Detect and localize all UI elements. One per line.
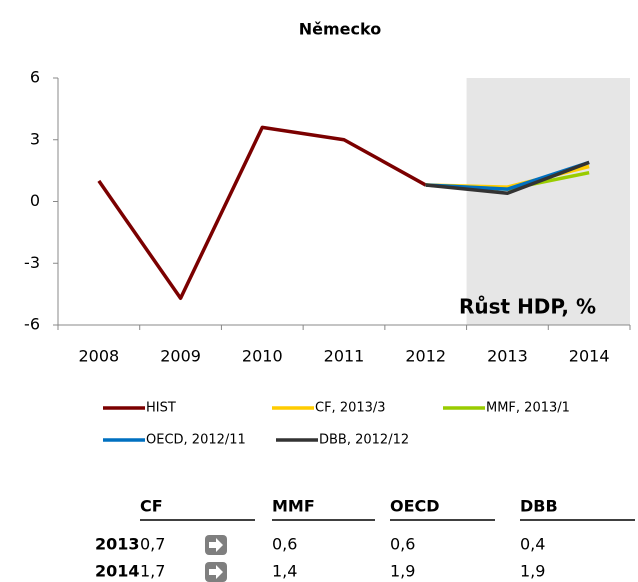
row-label: 2013: [95, 535, 140, 554]
cell: 1,7: [140, 562, 165, 581]
table: CF MMF OECD DBB 2013 0,7 0,6 0,6 0,4 2014 1,7 1,4 1,…: [95, 497, 635, 582]
legend: HIST CF, 2013/3 MMF, 2013/1 OECD, 2012/11 DB…: [103, 401, 570, 448]
series-line: [97, 125, 427, 300]
legend-label: DBB, 2012/12: [319, 433, 409, 448]
x-tick-label: 2008: [78, 347, 119, 366]
x-tick-label: 2013: [487, 347, 528, 366]
y-tick-label: 0: [30, 191, 40, 210]
x-tick-label: 2009: [160, 347, 201, 366]
column-header: MMF: [272, 497, 315, 516]
column-header: CF: [140, 497, 163, 516]
cell: 1,4: [272, 562, 297, 581]
y-tick-label: 3: [30, 129, 40, 148]
series-line: [425, 160, 590, 196]
column-header: OECD: [390, 497, 440, 516]
x-tick-label: 2011: [324, 347, 365, 366]
cell: 0,6: [272, 535, 297, 554]
y-tick-label: -6: [24, 315, 40, 334]
column-header: DBB: [520, 497, 558, 516]
legend-label: MMF, 2013/1: [486, 401, 570, 416]
x-tick-label: 2010: [242, 347, 283, 366]
cell: 0,4: [520, 535, 545, 554]
arrow-glyph: [209, 565, 223, 579]
cell: 0,7: [140, 535, 165, 554]
chart: -6 -3 0 3 6 2008 2009 2010 2011 2012 2013 2014 Růst …: [24, 68, 631, 366]
cell: 0,6: [390, 535, 415, 554]
chart-title: Německo: [299, 20, 381, 39]
arrow-glyph: [209, 538, 223, 552]
cell: 1,9: [520, 562, 545, 581]
legend-label: CF, 2013/3: [315, 401, 386, 416]
legend-label: HIST: [146, 401, 176, 416]
y-tick-label: -3: [24, 253, 40, 272]
x-tick-label: 2014: [569, 347, 610, 366]
annotation: Růst HDP, %: [459, 295, 596, 319]
cell: 1,9: [390, 562, 415, 581]
legend-label: OECD, 2012/11: [146, 433, 246, 448]
forecast-area: [466, 78, 630, 325]
row-label: 2014: [95, 562, 140, 581]
y-tick-label: 6: [30, 68, 40, 87]
x-tick-label: 2012: [405, 347, 446, 366]
